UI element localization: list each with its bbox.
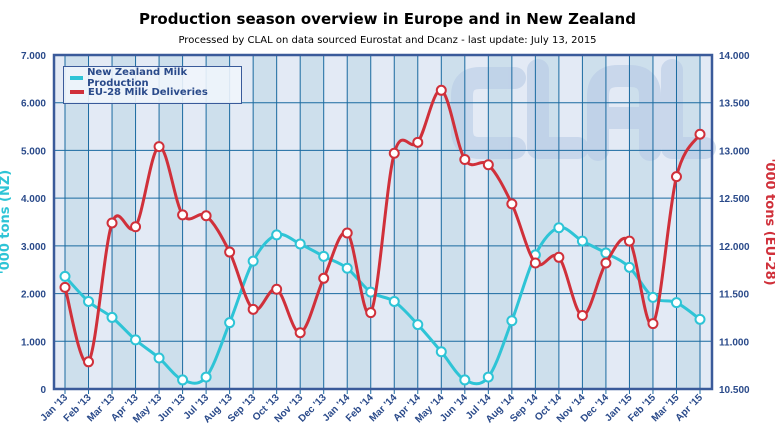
plot-band [394,55,418,389]
data-point-eu [435,84,447,96]
legend-swatch-nz [70,76,84,80]
data-point-eu [482,159,494,171]
data-point-eu [318,272,330,284]
y-tick-left: 2.000 [21,290,46,301]
y-tick-left: 4.000 [21,194,46,205]
data-point-nz [553,222,565,234]
plot-frame [52,53,714,391]
data-point-nz [59,270,71,282]
y-tick-right: 11.500 [719,290,749,301]
watermark-letter-l2 [661,59,716,159]
chart-subtitle: Processed by CLAL on data sourced Eurost… [178,35,597,46]
y-tick-right: 12.500 [719,194,750,205]
y-tick-left: 5.000 [21,146,46,157]
plot-band [159,55,183,389]
data-point-eu [59,281,71,293]
plot-band [206,55,230,389]
data-point-eu [647,318,659,330]
data-point-nz [318,250,330,262]
data-point-eu [177,209,189,221]
data-point-nz [224,317,236,329]
data-point-eu [623,235,635,247]
watermark-letter-l [527,59,589,159]
data-point-eu [130,221,142,233]
y-tick-right: 13.000 [719,146,750,157]
plot-band [300,55,324,389]
data-point-eu [271,283,283,295]
data-point-eu [294,327,306,339]
data-point-nz [435,346,447,358]
watermark-letter-a [587,65,661,161]
data-point-nz [670,297,682,309]
watermark-logo [451,59,716,161]
data-point-eu [365,307,377,319]
data-point-nz [459,374,471,386]
data-point-eu [506,198,518,210]
data-point-nz [647,291,659,303]
data-point-eu [412,136,424,148]
plot-band [65,55,89,389]
data-point-nz [341,262,353,274]
data-point-nz [153,352,165,364]
data-point-nz [412,319,424,331]
y-tick-right: 12.000 [719,242,750,253]
data-point-eu [341,227,353,239]
data-point-nz [576,235,588,247]
y-tick-left: 6.000 [21,99,46,110]
y-tick-left: 1.000 [21,337,46,348]
data-point-eu [106,217,118,229]
data-point-nz [482,371,494,383]
legend-item-eu[interactable]: EU-28 Milk Deliveries [70,85,241,99]
data-point-eu [529,257,541,269]
y-tick-right: 14.000 [719,51,750,62]
data-point-nz [130,334,142,346]
legend-label-eu: EU-28 Milk Deliveries [88,86,208,98]
data-point-eu [553,251,565,263]
y-tick-right: 10.500 [719,385,750,396]
legend-swatch-eu [70,90,84,94]
data-point-nz [271,229,283,241]
data-point-eu [224,246,236,258]
data-point-eu [600,257,612,269]
data-point-nz [388,295,400,307]
y-tick-right: 11.000 [719,337,749,348]
data-point-eu [83,356,95,368]
data-point-eu [670,171,682,183]
data-point-nz [623,261,635,273]
data-point-eu [153,141,165,153]
data-point-eu [388,147,400,159]
data-point-nz [106,311,118,323]
data-point-eu [247,303,259,315]
legend-label-nz: New Zealand Milk Production [87,67,188,89]
y-tick-left: 0 [40,385,46,396]
chart-title: Production season overview in Europe and… [139,10,636,28]
legend: New Zealand Milk Production EU-28 Milk D… [63,66,242,104]
data-point-eu [459,153,471,165]
data-point-nz [247,255,259,267]
y-tick-left: 3.000 [21,242,46,253]
data-point-eu [576,310,588,322]
data-point-eu [200,210,212,222]
watermark-letter-c [451,67,526,159]
plot-band [488,55,512,389]
data-point-nz [294,238,306,250]
y-tick-right: 13.500 [719,99,750,110]
y-tick-left: 7.000 [21,51,46,62]
plot-band [347,55,371,389]
data-point-nz [83,295,95,307]
y-axis-label-right: '000 tons (EU-28) [762,158,775,285]
data-point-nz [694,313,706,325]
y-axis-label-left: '000 tons (NZ) [0,170,13,275]
plot-band [253,55,277,389]
x-tick-label: Apr '15 [674,392,706,424]
data-point-nz [200,371,212,383]
legend-item-nz[interactable]: New Zealand Milk Production [70,67,241,89]
data-point-eu [694,128,706,140]
data-point-nz [177,374,189,386]
series-line-nz [63,225,701,386]
data-point-nz [506,315,518,327]
